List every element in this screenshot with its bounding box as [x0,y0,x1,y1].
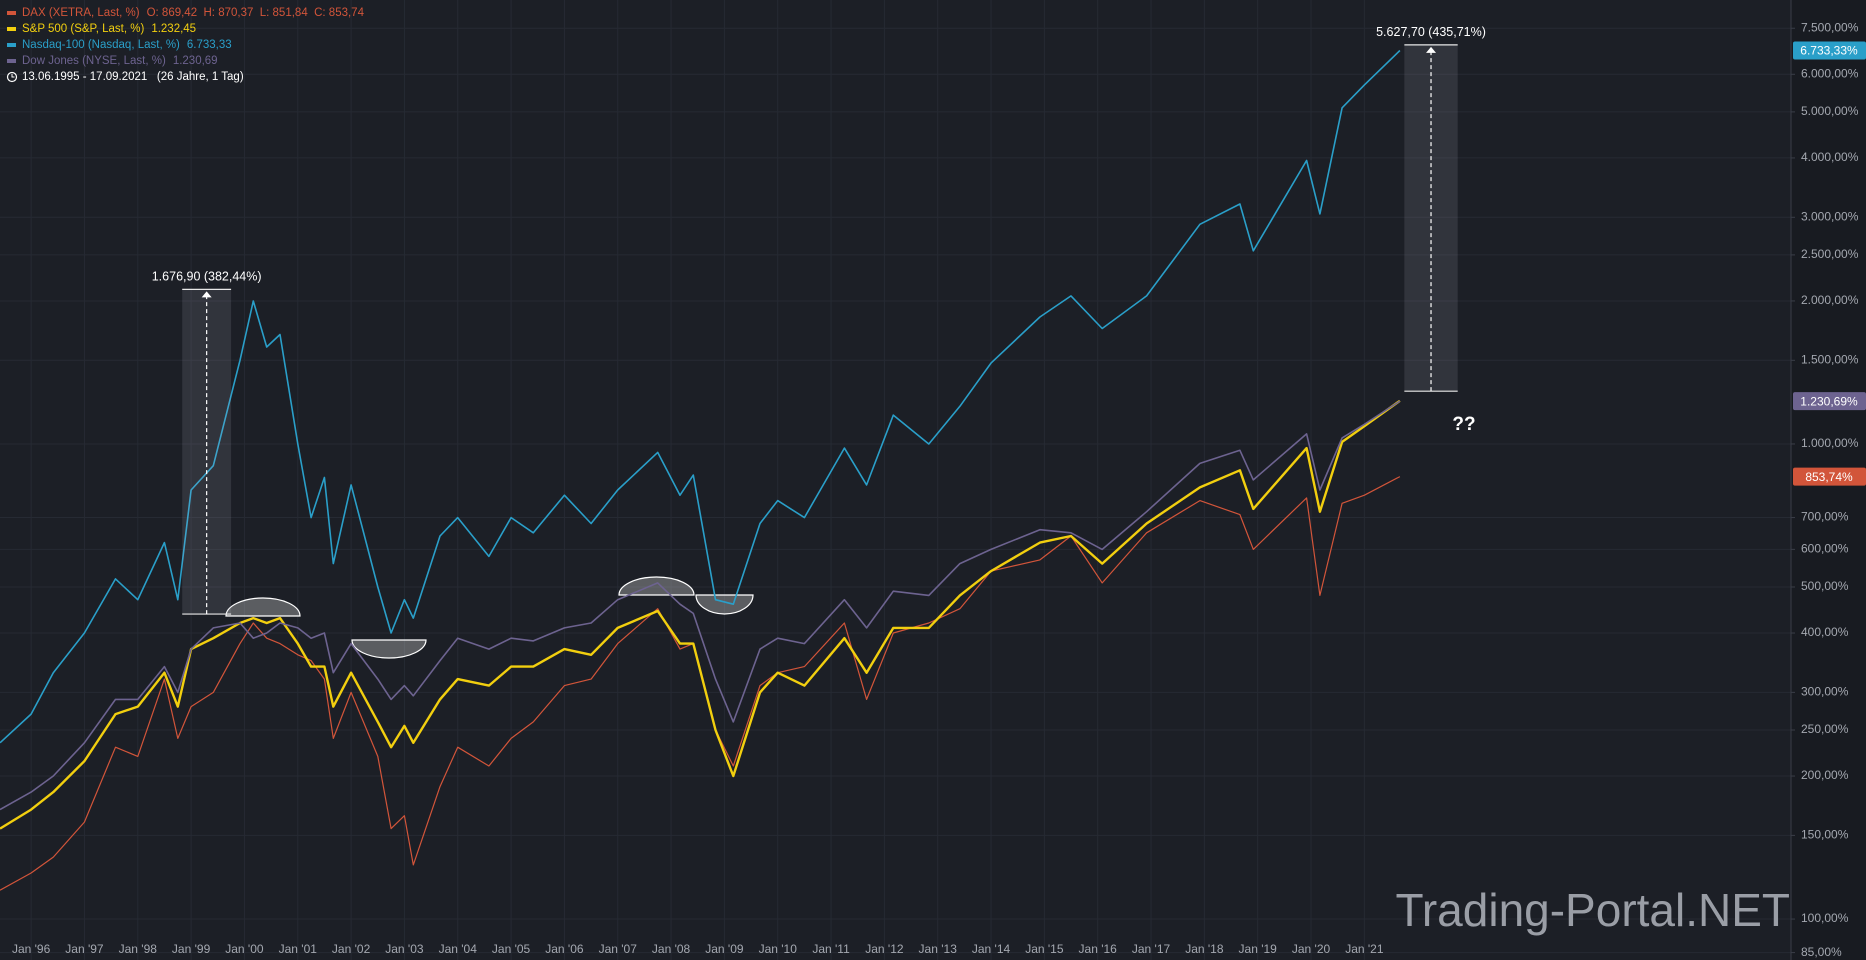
y-tick-label: 400,00% [1801,625,1849,639]
x-tick-label: Jan '06 [545,942,584,956]
series-lines [0,49,1401,891]
y-tick-label: 200,00% [1801,768,1849,782]
y-tick-label: 5.000,00% [1801,104,1859,118]
legend-label: DAX (XETRA, Last, %) [22,7,140,19]
y-tick-label: 4.000,00% [1801,150,1859,164]
clock-hand [11,74,15,78]
legend-label: Nasdaq-100 (Nasdaq, Last, %) [22,39,180,51]
y-tick-label: 2.500,00% [1801,247,1859,261]
price-badge [1793,467,1866,486]
arc-shape [225,597,301,617]
legend-swatch [7,27,16,31]
x-tick-label: Jan '10 [759,942,798,956]
y-tick-label: 100,00% [1801,911,1849,925]
x-tick-label: Jan '20 [1292,942,1331,956]
x-tick-label: Jan '09 [705,942,744,956]
y-tick-label: 600,00% [1801,542,1849,556]
x-tick-label: Jan '08 [652,942,691,956]
x-tick-label: Jan '12 [865,942,904,956]
x-tick-label: Jan '15 [1025,942,1064,956]
arc-shape [351,639,427,659]
x-tick-label: Jan '14 [972,942,1011,956]
x-tick-label: Jan '98 [119,942,158,956]
y-tick-label: 1.500,00% [1801,352,1859,366]
axes: 85,00% 100,00% 150,00% 200,00% 250,00% 300,00… [12,20,1866,959]
series-line [0,399,1401,830]
x-tick-label: Jan '17 [1132,942,1171,956]
date-range: 13.06.1995 - 17.09.2021 (26 Jahre, 1 Tag… [22,71,244,83]
y-tick-label: 150,00% [1801,828,1849,842]
y-tick-label: 1.000,00% [1801,436,1859,450]
x-tick-label: Jan '03 [385,942,424,956]
x-tick-label: Jan '07 [599,942,638,956]
legend-swatch [7,43,16,47]
arrow-head [1426,46,1437,53]
series-line [0,49,1401,744]
y-tick-label: 500,00% [1801,579,1849,593]
measure-label: 1.676,90 (382,44%) [152,270,262,284]
series-line [0,476,1401,891]
y-tick-label: 6.000,00% [1801,66,1859,80]
x-tick-label: Jan '97 [65,942,104,956]
note: ?? [1452,414,1475,435]
y-tick-label: 3.000,00% [1801,209,1859,223]
legend: DAX (XETRA, Last, %) O: 869,42 H: 870,37 … [6,7,365,83]
x-tick-label: Jan '16 [1079,942,1118,956]
legend-swatch [7,11,16,15]
x-tick-label: Jan '05 [492,942,531,956]
clock-icon [6,71,18,83]
arc-shape [695,594,754,615]
y-tick-label: 85,00% [1801,945,1842,959]
y-tick-label: 700,00% [1801,510,1849,524]
x-tick-label: Jan '02 [332,942,371,956]
price-badge-label: 6.733,33% [1800,44,1858,58]
legend-value: O: 869,42 H: 870,37 L: 851,84 C: 853,74 [147,7,365,19]
y-tick-label: 300,00% [1801,685,1849,699]
price-badge-label: 1.230,69% [1800,394,1858,408]
x-tick-label: Jan '21 [1345,942,1384,956]
x-tick-label: Jan '11 [812,942,850,956]
y-tick-label: 7.500,00% [1801,20,1859,34]
measure-label: 5.627,70 (435,71%) [1376,25,1486,39]
price-badge [1793,41,1866,60]
legend-label: S&P 500 (S&P, Last, %) [22,23,144,35]
annotation-shapes [225,576,754,659]
y-tick-label: 2.000,00% [1801,293,1859,307]
price-badge [1793,392,1866,411]
legend-value: 6.733,33 [187,39,232,51]
x-tick-label: Jan '96 [12,942,51,956]
watermark: Trading-Portal.NET [1395,884,1790,936]
legend-swatch [7,59,16,63]
legend-label: Dow Jones (NYSE, Last, %) [22,55,166,67]
x-tick-label: Jan '19 [1239,942,1278,956]
measurements: 1.676,90 (382,44%) 5.627,70 (435,71%) [152,25,1486,615]
series-line [0,400,1401,811]
legend-value: 1.232,45 [151,23,196,35]
price-badge-label: 853,74% [1805,470,1853,484]
x-tick-label: Jan '00 [225,942,264,956]
arrow-head [201,291,212,298]
grid [0,0,1791,960]
x-tick-label: Jan '18 [1185,942,1224,956]
y-tick-label: 250,00% [1801,722,1849,736]
x-tick-label: Jan '99 [172,942,211,956]
x-tick-label: Jan '13 [919,942,958,956]
x-tick-label: Jan '01 [279,942,318,956]
legend-value: 1.230,69 [173,55,218,67]
x-tick-label: Jan '04 [439,942,478,956]
